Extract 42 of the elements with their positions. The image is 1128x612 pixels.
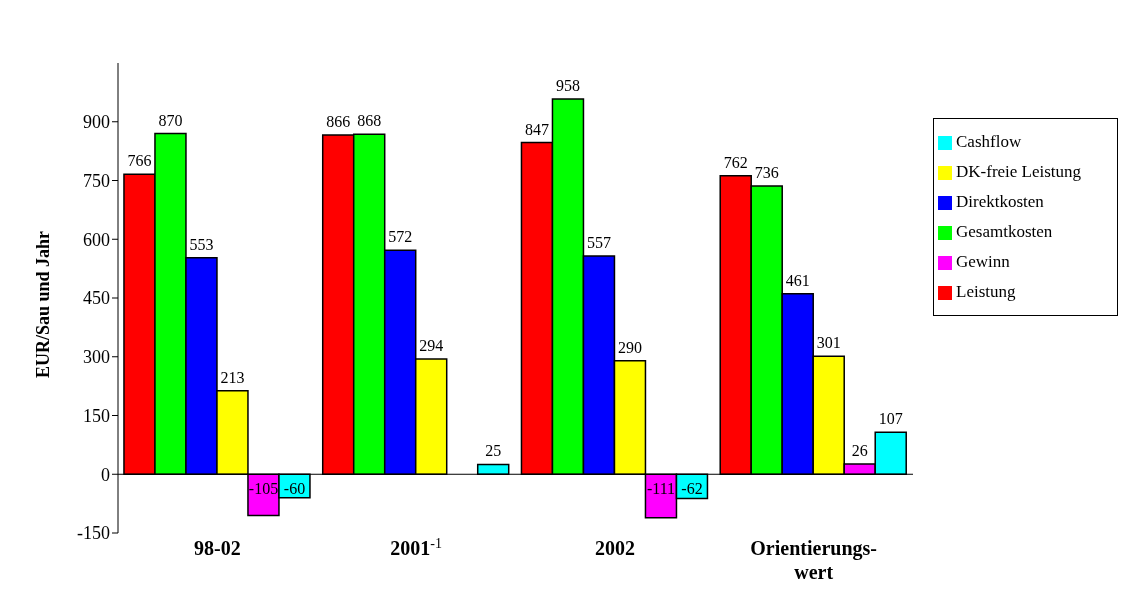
data-label: 213 xyxy=(220,368,245,386)
data-label: 866 xyxy=(326,113,351,131)
data-label: -111 xyxy=(646,480,676,498)
x-tick-label: 2001$^{-1}$ xyxy=(390,535,442,559)
y-tick-label: 0 xyxy=(101,464,110,485)
data-label: 572 xyxy=(388,228,413,246)
legend-label: Cashflow xyxy=(956,132,1022,151)
x-tick-label: 98-02 xyxy=(194,537,241,559)
data-label: 557 xyxy=(586,234,611,252)
data-label: 847 xyxy=(524,120,549,138)
y-tick-label: 300 xyxy=(83,347,110,368)
data-label: 870 xyxy=(158,111,183,129)
y-axis-title: EUR/Sau und Jahr xyxy=(33,230,54,378)
data-label: 301 xyxy=(816,334,841,352)
data-label: 762 xyxy=(723,153,748,171)
legend-label: Gewinn xyxy=(956,252,1010,271)
y-tick-label: 450 xyxy=(83,288,110,309)
data-label: 290 xyxy=(617,338,642,356)
y-tick-label: 600 xyxy=(83,229,110,250)
data-label: 26 xyxy=(851,442,868,460)
data-label: 461 xyxy=(785,271,810,289)
data-label: -105 xyxy=(248,480,279,498)
legend-label: DK-freie Leistung xyxy=(956,162,1082,181)
x-tick-label: Orientierungs-wert xyxy=(750,537,877,583)
data-label: -62 xyxy=(681,480,703,498)
data-label: 25 xyxy=(485,442,502,460)
data-label: 107 xyxy=(878,410,903,428)
data-label: 294 xyxy=(419,337,444,355)
data-label: 736 xyxy=(754,163,779,181)
y-tick-label: 750 xyxy=(83,170,110,191)
data-label: 766 xyxy=(127,152,152,170)
data-label: -60 xyxy=(283,480,306,498)
legend-label: Direktkosten xyxy=(956,192,1044,211)
data-label: 553 xyxy=(189,235,214,253)
data-label: 958 xyxy=(555,77,580,95)
legend-label: Gesamtkosten xyxy=(956,222,1053,241)
y-tick-label: -150 xyxy=(77,523,110,544)
y-tick-label: 150 xyxy=(83,405,110,426)
y-tick-label: 900 xyxy=(83,112,110,133)
legend-label: Leistung xyxy=(956,282,1016,301)
x-tick-label: 2002 xyxy=(594,537,635,559)
data-label: 868 xyxy=(357,112,382,130)
